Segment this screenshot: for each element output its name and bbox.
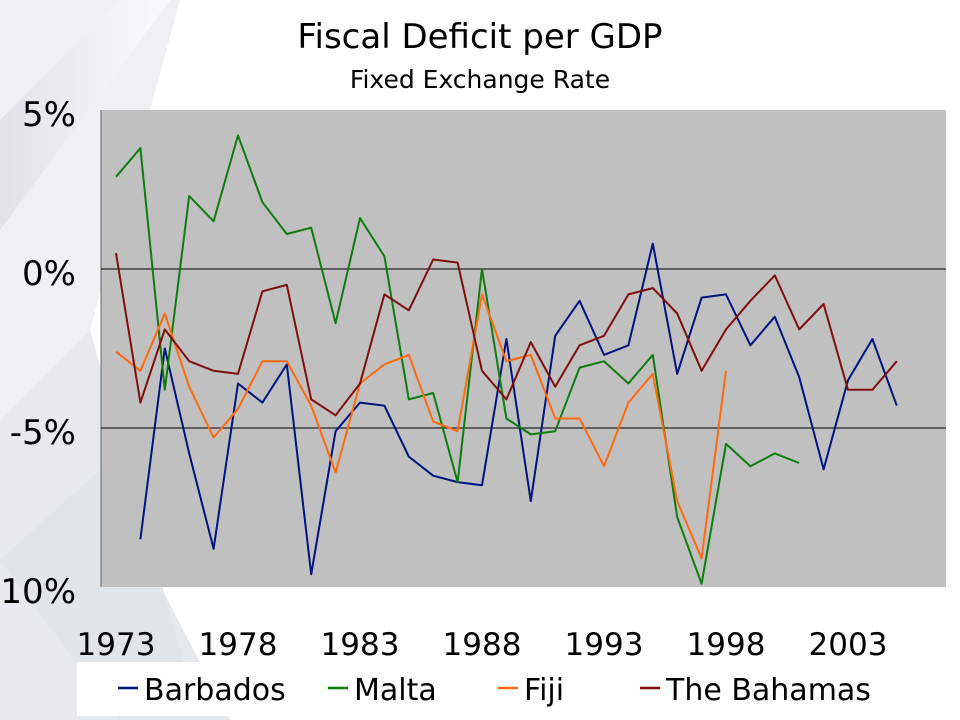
legend: Barbados Malta Fiji The Bahamas (118, 673, 871, 708)
x-axis-tick-labels: 1973 1978 1983 1988 1993 1998 2003 (77, 627, 888, 663)
chart-title: Fiscal Deficit per GDP (297, 17, 662, 57)
x-tick-label: 1993 (565, 627, 644, 663)
x-tick-label: 1983 (321, 627, 400, 663)
y-tick-label: 5% (22, 95, 76, 135)
background-streak (0, 470, 230, 720)
legend-item: Fiji (498, 673, 564, 708)
y-axis-tick-labels: 5% 0% -5% -10% (0, 95, 76, 612)
series-line (115, 134, 800, 585)
x-tick-label: 1973 (77, 627, 156, 663)
legend-label: The Bahamas (665, 673, 871, 708)
series-line (115, 293, 727, 560)
series-malta (115, 134, 800, 585)
series-fiji (115, 293, 727, 560)
legend-label: Malta (354, 673, 437, 708)
y-tick-label: 0% (22, 254, 76, 294)
plot-area (101, 110, 946, 587)
legend-label: Fiji (524, 673, 564, 708)
series-line (115, 252, 898, 417)
series-barbados (139, 242, 898, 576)
legend-item: Barbados (118, 673, 286, 708)
x-tick-label: 1978 (199, 627, 278, 663)
grid-lines (101, 268, 946, 429)
x-tick-label: 1988 (443, 627, 522, 663)
legend-item: The Bahamas (640, 673, 871, 708)
legend-label: Barbados (144, 673, 286, 708)
series-the-bahamas (115, 252, 898, 417)
x-tick-label: 1998 (687, 627, 766, 663)
data-series (115, 134, 898, 585)
y-tick-label: -5% (10, 413, 76, 453)
background-streak (0, 0, 170, 230)
y-tick-label: -10% (0, 572, 76, 612)
legend-item: Malta (328, 673, 437, 708)
series-line (139, 242, 898, 576)
x-tick-label: 2003 (809, 627, 888, 663)
chart-subtitle: Fixed Exchange Rate (350, 65, 610, 94)
